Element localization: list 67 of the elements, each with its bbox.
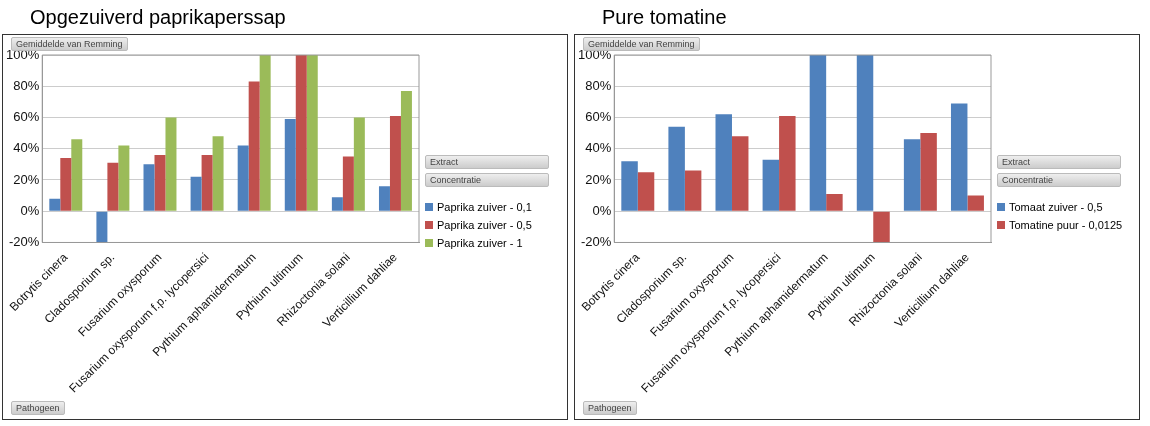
legend-label: Paprika zuiver - 0,5 — [437, 219, 532, 231]
bar — [731, 136, 749, 211]
bar — [353, 117, 365, 211]
filter-button: Pathogeen — [11, 401, 65, 415]
bar — [779, 115, 796, 211]
bar — [873, 211, 890, 243]
y-tick-label: 60% — [585, 109, 612, 125]
y-tick-label: 0% — [592, 202, 612, 218]
bar — [637, 172, 655, 211]
filter-button: Gemiddelde van Remming — [11, 37, 128, 51]
bar — [903, 139, 921, 211]
filter-button: Concentratie — [997, 173, 1121, 187]
bar — [295, 55, 307, 211]
bar — [71, 139, 83, 211]
filter-button: Extract — [997, 155, 1121, 169]
bar — [107, 162, 119, 211]
bar — [154, 154, 166, 211]
y-tick-label: -20% — [580, 234, 612, 250]
bar — [165, 117, 177, 211]
bar — [331, 197, 343, 211]
bar — [143, 164, 155, 211]
bar — [967, 195, 984, 211]
bar — [190, 176, 202, 211]
y-tick-label: 20% — [585, 171, 612, 187]
filter-button: Pathogeen — [583, 401, 637, 415]
legend-label: Paprika zuiver - 0,1 — [437, 201, 532, 213]
bar — [237, 145, 249, 211]
bar — [684, 170, 702, 211]
bar — [389, 115, 401, 211]
y-tick-label: 80% — [13, 77, 40, 93]
legend-label: Tomatine puur - 0,0125 — [1009, 219, 1123, 231]
bar — [60, 158, 72, 211]
bar — [950, 103, 968, 211]
filter-button: Concentratie — [425, 173, 549, 187]
y-tick-label: 20% — [13, 171, 40, 187]
y-tick-label: -20% — [8, 234, 40, 250]
bar — [762, 159, 780, 211]
y-tick-label: 40% — [13, 140, 40, 156]
bar — [668, 126, 685, 211]
y-tick-label: 0% — [20, 202, 40, 218]
bar — [715, 114, 732, 211]
bar — [856, 55, 874, 211]
y-tick-label: 60% — [13, 109, 40, 125]
bar — [49, 198, 61, 211]
bar — [826, 194, 843, 211]
bar — [118, 145, 130, 211]
bar — [96, 211, 108, 243]
filter-button: Extract — [425, 155, 549, 169]
bar — [809, 55, 827, 211]
bar — [378, 186, 390, 211]
bar — [248, 81, 260, 211]
chart-title: Pure tomatine — [601, 5, 728, 30]
bar — [212, 136, 224, 211]
bar — [400, 90, 412, 211]
legend-label: Paprika zuiver - 1 — [437, 237, 523, 249]
chart-title: Opgezuiverd paprikaperssap — [29, 5, 287, 30]
bar — [259, 55, 271, 211]
y-tick-label: 40% — [585, 140, 612, 156]
bar — [342, 156, 354, 211]
y-tick-label: 80% — [585, 77, 612, 93]
filter-button: Gemiddelde van Remming — [583, 37, 700, 51]
bar — [621, 161, 638, 211]
bar — [201, 154, 213, 211]
bar — [920, 133, 937, 211]
bar — [306, 55, 318, 211]
bar — [284, 119, 296, 211]
legend-label: Tomaat zuiver - 0,5 — [1009, 201, 1103, 213]
